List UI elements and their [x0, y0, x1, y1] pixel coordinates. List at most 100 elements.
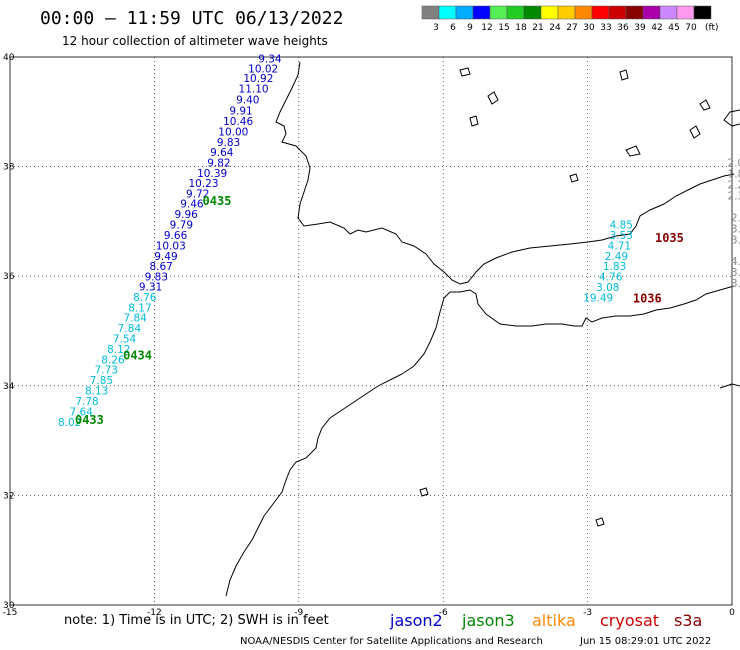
legend-swatch	[676, 5, 695, 20]
legend-swatch	[540, 5, 559, 20]
balearic-islet-9	[719, 383, 740, 389]
wave-height-value: 4.76	[599, 272, 623, 284]
wave-height-value: 4.3	[731, 256, 740, 268]
balearic-islet-1	[689, 125, 701, 139]
pass-time-label: 0434	[123, 348, 152, 362]
legend-unit: (ft)	[705, 23, 719, 33]
wave-height-value: 8.67	[149, 261, 172, 273]
pass-time-labels: 0435 0434 0433 1035 1036	[75, 194, 684, 427]
balearic-islet-6	[699, 99, 711, 111]
pass-time-label: 0433	[75, 413, 104, 427]
wave-height-value: 3.5	[731, 223, 740, 235]
morocco-coast	[225, 291, 451, 597]
balearic-islet-7	[459, 67, 471, 77]
wave-height-value: 4.71	[608, 240, 631, 252]
algeria-coast	[450, 285, 735, 327]
axis-tick-labels: 40 38 36 34 32 30-15 -12 -9 -6 -3 0	[3, 53, 735, 618]
wave-height-value: 9.34	[258, 53, 282, 65]
legend-swatch	[591, 5, 610, 20]
legend-label: 6	[450, 23, 456, 33]
legend-label: 12	[481, 23, 492, 33]
lon-tick-label: -6	[439, 608, 448, 618]
legend-label: 30	[583, 23, 595, 33]
color-legend: 3 6 9 12 15 18 21 24 27 30 33 36 39 42 45 70 (ft)	[421, 5, 719, 33]
legend-label: 24	[549, 23, 561, 33]
legend-swatch	[659, 5, 678, 20]
map-title: 00:00 – 11:59 UTC 06/13/2022	[40, 8, 343, 29]
satellite-name: altika	[532, 611, 576, 630]
wave-height-value: 7.64	[70, 406, 94, 418]
satellite-legend: jason2 jason3 altika cryosat s3a	[389, 611, 702, 630]
wave-height-value: 10.39	[197, 168, 227, 180]
coastline	[225, 61, 740, 597]
wave-height-value: 11.10	[239, 84, 269, 96]
wave-height-value: 9.96	[174, 209, 198, 221]
lat-tick-label: 34	[3, 382, 15, 392]
wave-height-value: 2.31	[728, 190, 740, 202]
lat-tick-label: 38	[3, 163, 15, 173]
balearic-islet-4	[619, 69, 629, 81]
lon-tick-label: -12	[147, 608, 162, 618]
legend-swatch	[574, 5, 593, 20]
wave-height-value: 8.02	[58, 417, 81, 429]
plot-frame	[9, 56, 733, 606]
legend-swatch	[421, 5, 440, 20]
wave-height-value: 7.73	[95, 365, 118, 377]
balearic-islet-10	[419, 487, 429, 497]
wave-height-values: 9.3410.0210.9211.109.409.9110.4610.009.8…	[58, 53, 740, 428]
legend-swatch	[608, 5, 627, 20]
pass-time-label: 1036	[633, 292, 662, 306]
footer-timestamp: Jun 15 08:29:01 UTC 2022	[579, 636, 711, 647]
wave-height-value: 8.17	[128, 302, 151, 314]
wave-height-value: 2.8	[731, 212, 740, 224]
legend-swatch	[506, 5, 525, 20]
wave-height-value: 9.49	[154, 251, 177, 263]
legend-swatch	[438, 5, 457, 20]
wave-height-value: 8.12	[107, 344, 130, 356]
plot-area: 40 38 36 34 32 30-15 -12 -9 -6 -3 0 9.3410.0210.92…	[3, 53, 740, 618]
wave-height-value: 9.83	[217, 137, 240, 149]
legend-label: 39	[634, 23, 646, 33]
legend-swatch	[523, 5, 542, 20]
wave-height-value: 9.40	[236, 95, 259, 107]
lon-tick-label: 0	[729, 608, 735, 618]
wave-height-value: 3.2	[731, 234, 740, 246]
lon-tick-label: -15	[3, 608, 18, 618]
wave-height-value: 7.78	[75, 396, 98, 408]
wave-height-value: 10.46	[223, 116, 253, 128]
legend-label: 33	[600, 23, 611, 33]
wave-height-value: 2.27	[728, 180, 740, 192]
wave-height-value: 3.5	[731, 267, 740, 279]
balearic-islet-8	[569, 173, 579, 183]
wave-height-value: 8.76	[133, 292, 157, 304]
lat-tick-label: 36	[3, 272, 15, 282]
legend-label: 3	[433, 23, 439, 33]
legend-label: 45	[668, 23, 679, 33]
legend-label: 21	[532, 23, 543, 33]
legend-swatch	[472, 5, 491, 20]
wave-height-value: 3.08	[596, 282, 619, 294]
legend-swatch	[455, 5, 474, 20]
balearic-islet-3	[487, 91, 499, 105]
satellite-name: jason3	[461, 611, 515, 630]
wave-height-value: 2.49	[605, 251, 628, 263]
wave-height-value: 9.72	[186, 188, 209, 200]
footer-note: note: 1) Time is in UTC; 2) SWH is in fe…	[64, 613, 329, 628]
wave-height-value: 1.83	[603, 261, 626, 273]
pass-time-label: 1035	[655, 231, 684, 245]
legend-swatch	[489, 5, 508, 20]
wave-height-value: 9.91	[229, 106, 252, 118]
wave-height-value: 1.83	[728, 169, 740, 181]
iberia-coast	[275, 61, 735, 285]
graticule	[10, 57, 732, 605]
footer-credit: NOAA/NESDIS Center for Satellite Applica…	[240, 636, 543, 647]
satellite-name: cryosat	[600, 611, 659, 630]
wave-height-value: 7.84	[118, 323, 142, 335]
mallorca-coast	[723, 109, 740, 127]
wave-height-value: 3.6	[731, 278, 740, 290]
wave-height-value: 8.13	[85, 386, 108, 398]
wave-height-value: 4.85	[610, 220, 633, 232]
legend-label: 9	[467, 23, 473, 33]
legend-label: 27	[566, 23, 577, 33]
